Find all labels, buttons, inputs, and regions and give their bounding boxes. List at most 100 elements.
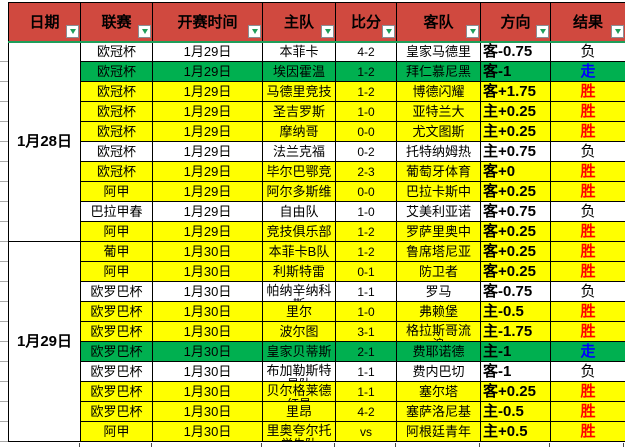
cell-direction[interactable]: 客+0.25 [480,181,551,202]
cell-start-time[interactable]: 1月30日 [152,241,263,262]
cell-score[interactable]: vs [335,421,397,442]
cell-result[interactable]: 胜 [550,421,625,442]
cell-direction[interactable]: 客-0.75 [480,281,551,302]
cell-home-team[interactable]: 里尔 [262,301,336,322]
header-date[interactable]: 日期 [8,2,81,43]
cell-league[interactable]: 欧罗巴杯 [80,321,153,342]
cell-home-team[interactable]: 里昂 [262,401,336,422]
cell-score[interactable]: 1-0 [335,301,397,322]
cell-start-time[interactable]: 1月29日 [152,201,263,222]
cell-away-team[interactable]: 亚特兰大 [396,101,481,122]
cell-direction[interactable]: 主+0.5 [480,421,551,442]
cell-away-team[interactable]: 罗萨里奥中 [396,221,481,242]
cell-score[interactable]: 1-1 [335,381,397,402]
cell-direction[interactable]: 客+0 [480,161,551,182]
cell-score[interactable]: 0-0 [335,181,397,202]
cell-league[interactable]: 欧冠杯 [80,161,153,182]
cell-league[interactable]: 欧冠杯 [80,141,153,162]
cell-league[interactable]: 阿甲 [80,261,153,282]
cell-league[interactable]: 阿甲 [80,221,153,242]
cell-home-team[interactable]: 里奥夸尔托学生队 [262,421,336,442]
filter-dropdown-button[interactable] [536,24,549,38]
cell-start-time[interactable]: 1月30日 [152,381,263,402]
cell-home-team[interactable]: 竞技俱乐部 [262,221,336,242]
filter-dropdown-button[interactable] [138,24,151,38]
cell-league[interactable]: 欧罗巴杯 [80,361,153,382]
cell-score[interactable]: 1-2 [335,241,397,262]
cell-home-team[interactable]: 圣吉罗斯 [262,101,336,122]
cell-start-time[interactable]: 1月30日 [152,321,263,342]
cell-away-team[interactable]: 弗赖堡 [396,301,481,322]
cell-start-time[interactable]: 1月30日 [152,341,263,362]
cell-direction[interactable]: 主+0.25 [480,101,551,122]
cell-direction[interactable]: 客-1 [480,61,551,82]
cell-home-team[interactable]: 本菲卡B队 [262,241,336,262]
cell-home-team[interactable]: 皇家贝蒂斯 [262,341,336,362]
cell-result[interactable]: 胜 [550,301,625,322]
cell-direction[interactable]: 客+0.25 [480,241,551,262]
header-home-team[interactable]: 主队 [262,2,336,43]
cell-start-time[interactable]: 1月30日 [152,361,263,382]
cell-league[interactable]: 欧罗巴杯 [80,401,153,422]
cell-league[interactable]: 巴拉甲春 [80,201,153,222]
header-result[interactable]: 结果 [550,2,625,43]
cell-league[interactable]: 葡甲 [80,241,153,262]
cell-direction[interactable]: 主-0.5 [480,401,551,422]
cell-direction[interactable]: 主-1.75 [480,321,551,342]
cell-home-team[interactable]: 波尔图 [262,321,336,342]
cell-away-team[interactable]: 尤文图斯 [396,121,481,142]
cell-home-team[interactable]: 自由队 [262,201,336,222]
filter-dropdown-button[interactable] [321,24,334,38]
cell-result[interactable]: 胜 [550,321,625,342]
cell-direction[interactable]: 客-0.75 [480,41,551,62]
cell-result[interactable]: 胜 [550,81,625,102]
cell-result[interactable]: 胜 [550,381,625,402]
cell-direction[interactable]: 客+0.25 [480,221,551,242]
cell-score[interactable]: 3-1 [335,321,397,342]
header-direction[interactable]: 方向 [480,2,551,43]
cell-start-time[interactable]: 1月29日 [152,181,263,202]
cell-league[interactable]: 欧罗巴杯 [80,381,153,402]
cell-start-time[interactable]: 1月30日 [152,401,263,422]
cell-home-team[interactable]: 法兰克福 [262,141,336,162]
cell-result[interactable]: 负 [550,361,625,382]
cell-league[interactable]: 欧冠杯 [80,101,153,122]
cell-result[interactable]: 胜 [550,261,625,282]
cell-home-team[interactable]: 摩纳哥 [262,121,336,142]
cell-score[interactable]: 0-1 [335,261,397,282]
cell-direction[interactable]: 客-1 [480,361,551,382]
date-group-cell[interactable]: 1月29日 [8,241,81,442]
cell-home-team[interactable]: 贝尔格莱德红星 [262,381,336,402]
cell-away-team[interactable]: 博德闪耀 [396,81,481,102]
cell-direction[interactable]: 主+0.25 [480,121,551,142]
cell-league[interactable]: 欧冠杯 [80,61,153,82]
cell-result[interactable]: 走 [550,61,625,82]
cell-direction[interactable]: 主+0.75 [480,141,551,162]
cell-home-team[interactable]: 本菲卡 [262,41,336,62]
cell-score[interactable]: 4-2 [335,401,397,422]
cell-result[interactable]: 胜 [550,181,625,202]
date-group-cell[interactable]: 1月28日 [8,41,81,242]
cell-away-team[interactable]: 罗马 [396,281,481,302]
header-away-team[interactable]: 客队 [396,2,481,43]
cell-score[interactable]: 1-0 [335,201,397,222]
cell-away-team[interactable]: 防卫者 [396,261,481,282]
cell-direction[interactable]: 客+0.25 [480,381,551,402]
cell-home-team[interactable]: 马德里竞技 [262,81,336,102]
cell-start-time[interactable]: 1月29日 [152,221,263,242]
cell-result[interactable]: 负 [550,281,625,302]
cell-start-time[interactable]: 1月29日 [152,81,263,102]
cell-score[interactable]: 4-2 [335,41,397,62]
cell-score[interactable]: 1-1 [335,281,397,302]
cell-league[interactable]: 阿甲 [80,421,153,442]
cell-league[interactable]: 欧罗巴杯 [80,281,153,302]
cell-score[interactable]: 2-1 [335,341,397,362]
header-score[interactable]: 比分 [335,2,397,43]
cell-start-time[interactable]: 1月30日 [152,421,263,442]
cell-home-team[interactable]: 布加勒斯特星队 [262,361,336,382]
cell-score[interactable]: 1-2 [335,81,397,102]
cell-score[interactable]: 0-0 [335,121,397,142]
filter-dropdown-button[interactable] [611,24,624,38]
cell-start-time[interactable]: 1月30日 [152,261,263,282]
cell-start-time[interactable]: 1月29日 [152,141,263,162]
